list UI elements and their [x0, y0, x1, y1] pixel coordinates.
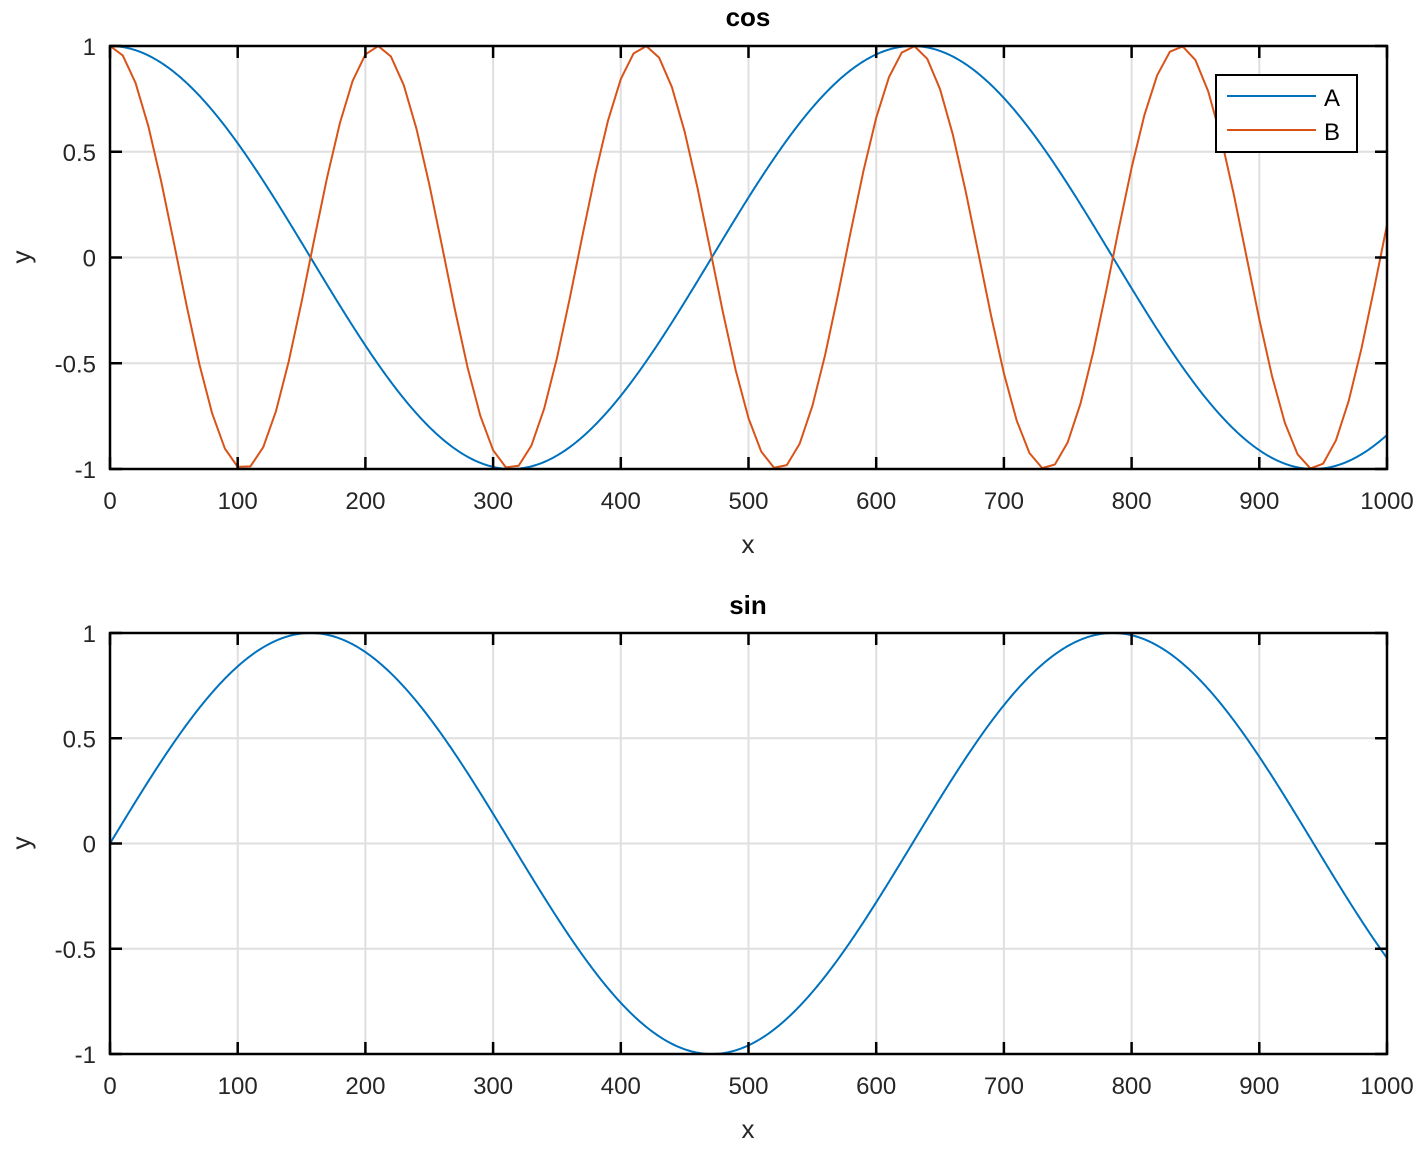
x-tick-label: 0	[103, 488, 116, 515]
y-tick-label: -0.5	[55, 937, 96, 964]
x-tick-label: 200	[345, 1073, 385, 1100]
x-tick-label: 200	[345, 488, 385, 515]
x-tick-label: 800	[1112, 488, 1152, 515]
y-tick-label: -0.5	[55, 351, 96, 378]
cos-xlabel: x	[742, 529, 755, 559]
x-tick-label: 600	[856, 488, 896, 515]
cos-title: cos	[726, 2, 771, 32]
y-tick-label: -1	[75, 457, 96, 484]
legend: A B	[1215, 74, 1358, 153]
x-tick-label: 500	[728, 1073, 768, 1100]
cos-lines	[109, 45, 1388, 470]
cos-axes-box	[108, 44, 1389, 471]
sin-grid	[109, 632, 1388, 1055]
sin-ylabel: y	[6, 837, 36, 850]
x-tick-label: 0	[103, 1073, 116, 1100]
cos-axes: 0 100 200 300 400 500 600 700 800 900 1000 1 0.5 0 -0.…	[6, 2, 1414, 559]
legend-box	[1215, 74, 1358, 153]
x-tick-label: 800	[1112, 1073, 1152, 1100]
y-tick-label: 0	[83, 832, 96, 859]
x-tick-label: 900	[1239, 1073, 1279, 1100]
legend-label-a: A	[1324, 85, 1340, 112]
x-tick-label: 300	[473, 488, 513, 515]
x-tick-label: 100	[218, 1073, 258, 1100]
x-tick-label: 1000	[1360, 488, 1413, 515]
x-tick-label: 700	[984, 1073, 1024, 1100]
y-tick-label: -1	[75, 1042, 96, 1069]
x-tick-label: 500	[728, 488, 768, 515]
cos-ylabel: y	[6, 251, 36, 264]
x-tick-label: 700	[984, 488, 1024, 515]
y-tick-label: 1	[83, 34, 96, 61]
x-tick-label: 400	[601, 488, 641, 515]
sin-title: sin	[729, 590, 767, 620]
y-tick-label: 0	[83, 246, 96, 273]
legend-label-b: B	[1324, 119, 1340, 146]
x-tick-label: 300	[473, 1073, 513, 1100]
x-tick-label: 100	[218, 488, 258, 515]
sin-axes: 0 100 200 300 400 500 600 700 800 900 1000 1 0.5 0 -0.…	[6, 590, 1414, 1144]
x-tick-label: 400	[601, 1073, 641, 1100]
sin-axes-box	[108, 631, 1389, 1056]
y-tick-label: 1	[83, 621, 96, 648]
y-tick-label: 0.5	[63, 726, 96, 753]
x-tick-label: 900	[1239, 488, 1279, 515]
x-tick-label: 600	[856, 1073, 896, 1100]
series-line-a	[109, 45, 1388, 470]
sin-xlabel: x	[742, 1114, 755, 1144]
series-line-b	[109, 45, 1388, 470]
x-tick-label: 1000	[1360, 1073, 1413, 1100]
y-tick-label: 0.5	[63, 140, 96, 167]
